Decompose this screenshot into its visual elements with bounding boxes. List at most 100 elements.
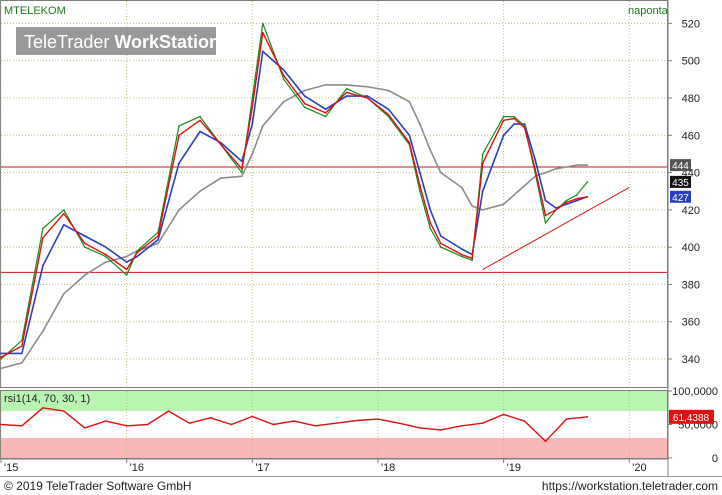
series-point-long-average-4 — [84, 274, 86, 276]
series-point-long-average-8 — [157, 242, 159, 245]
rsi-ytick-label-0: 0 — [712, 453, 718, 465]
series-point-close-13 — [251, 97, 254, 99]
series-point-middle-average-31 — [534, 158, 536, 161]
series-point-short-average-28 — [502, 119, 505, 122]
series-point-short-average-5 — [104, 253, 107, 256]
price-last-label-2: 427 — [672, 193, 689, 204]
series-point-middle-average-0 — [0, 352, 2, 355]
series-point-close-32 — [544, 222, 547, 224]
price-ytick-label-6: 460 — [682, 130, 700, 142]
series-point-short-average-35 — [576, 197, 578, 200]
series-point-close-22 — [419, 190, 421, 192]
series-point-short-average-14 — [262, 31, 264, 34]
rsi-title: rsi1(14, 70, 30, 1) — [4, 393, 90, 405]
series-point-close-25 — [461, 255, 463, 258]
series-point-close-17 — [324, 115, 327, 118]
series-point-long-average-6 — [125, 255, 128, 258]
series-point-short-average-23 — [429, 222, 432, 224]
series-point-middle-average-10 — [199, 130, 201, 133]
series-point-long-average-2 — [42, 330, 44, 332]
series-point-middle-average-20 — [387, 108, 390, 110]
series-point-close-35 — [576, 194, 578, 196]
rsi-ytick-label-2: 100,0000 — [672, 386, 718, 398]
series-point-long-average-0 — [0, 367, 2, 370]
trendline — [482, 187, 630, 270]
price-ytick-label-4: 420 — [682, 205, 700, 217]
footer: © 2019 TeleTrader Software GmbH https://… — [0, 476, 722, 495]
price-ytick-label-7: 480 — [682, 93, 700, 105]
x-tick-label-1: '16 — [130, 462, 144, 474]
series-point-long-average-12 — [241, 175, 243, 178]
series-point-long-average-35 — [576, 164, 578, 166]
series-point-long-average-16 — [303, 89, 306, 92]
rsi-point-7 — [146, 423, 149, 426]
rsi-last-badge — [669, 409, 714, 424]
series-point-short-average-19 — [366, 97, 369, 99]
series-point-middle-average-14 — [262, 50, 264, 53]
rsi-point-1 — [21, 425, 23, 427]
series-point-middle-average-5 — [104, 246, 107, 248]
series-point-middle-average-8 — [157, 238, 159, 241]
series-point-close-2 — [42, 227, 44, 230]
series-point-short-average-26 — [471, 257, 474, 260]
series-point-middle-average-6 — [125, 261, 128, 263]
series-point-long-average-19 — [366, 86, 369, 88]
series-point-middle-average-16 — [303, 95, 306, 97]
series-point-middle-average-12 — [241, 160, 243, 163]
series-point-close-28 — [502, 115, 505, 118]
series-point-long-average-32 — [544, 171, 547, 174]
rsi-band-1 — [1, 437, 667, 458]
rsi-point-19 — [398, 422, 400, 425]
series-point-long-average-3 — [63, 293, 65, 295]
price-ytick-label-3: 400 — [682, 242, 700, 254]
rsi-band-0 — [1, 391, 667, 412]
source-url[interactable]: https://workstation.teletrader.com — [541, 479, 718, 493]
series-point-long-average-20 — [387, 89, 390, 92]
series-point-short-average-18 — [345, 91, 348, 94]
rsi-point-9 — [188, 422, 191, 425]
series-point-long-average-23 — [429, 149, 432, 151]
x-tick-label-3: '18 — [381, 462, 395, 474]
series-point-close-4 — [84, 246, 86, 248]
series-point-middle-average-3 — [63, 224, 65, 226]
series-point-long-average-17 — [324, 84, 327, 86]
series-point-long-average-22 — [419, 123, 421, 125]
series-point-middle-average-15 — [282, 69, 285, 71]
series-point-close-6 — [125, 274, 128, 276]
series-point-short-average-2 — [42, 237, 44, 239]
series-point-close-10 — [199, 115, 201, 118]
series-point-short-average-34 — [565, 201, 568, 204]
series-point-short-average-1 — [21, 345, 23, 347]
rsi-bands — [1, 391, 667, 458]
series-point-short-average-16 — [303, 102, 306, 105]
series-point-close-12 — [241, 171, 243, 174]
series-point-middle-average-4 — [84, 235, 86, 237]
series-point-long-average-9 — [178, 209, 180, 211]
series-point-short-average-29 — [513, 117, 515, 120]
series-point-short-average-7 — [136, 251, 138, 254]
x-tick-label-0: '15 — [4, 462, 18, 474]
price-grid — [0, 1, 667, 387]
series-point-long-average-27 — [481, 209, 484, 211]
price-ytick-label-9: 520 — [682, 18, 700, 30]
watermark: TeleTrader WorkStation — [16, 27, 220, 55]
series-point-long-average-21 — [408, 100, 411, 103]
series-point-middle-average-34 — [565, 203, 568, 206]
series-point-long-average-26 — [471, 205, 474, 207]
series-point-close-16 — [303, 106, 306, 109]
series-point-long-average-30 — [523, 184, 526, 187]
symbol-label: MTELEKOM — [4, 5, 66, 17]
rsi-point-26 — [544, 440, 547, 443]
series-point-long-average-10 — [199, 190, 201, 192]
rsi-point-24 — [502, 413, 505, 416]
rsi-point-25 — [523, 420, 526, 422]
series-point-close-36 — [586, 181, 589, 183]
series-point-short-average-0 — [0, 356, 2, 359]
last-value-labels: 444 435 427 — [670, 159, 691, 204]
series-point-short-average-15 — [282, 74, 285, 77]
series-point-close-29 — [513, 115, 515, 118]
series-point-middle-average-18 — [345, 95, 348, 97]
rsi-last-label: 61,4388 — [673, 413, 710, 424]
